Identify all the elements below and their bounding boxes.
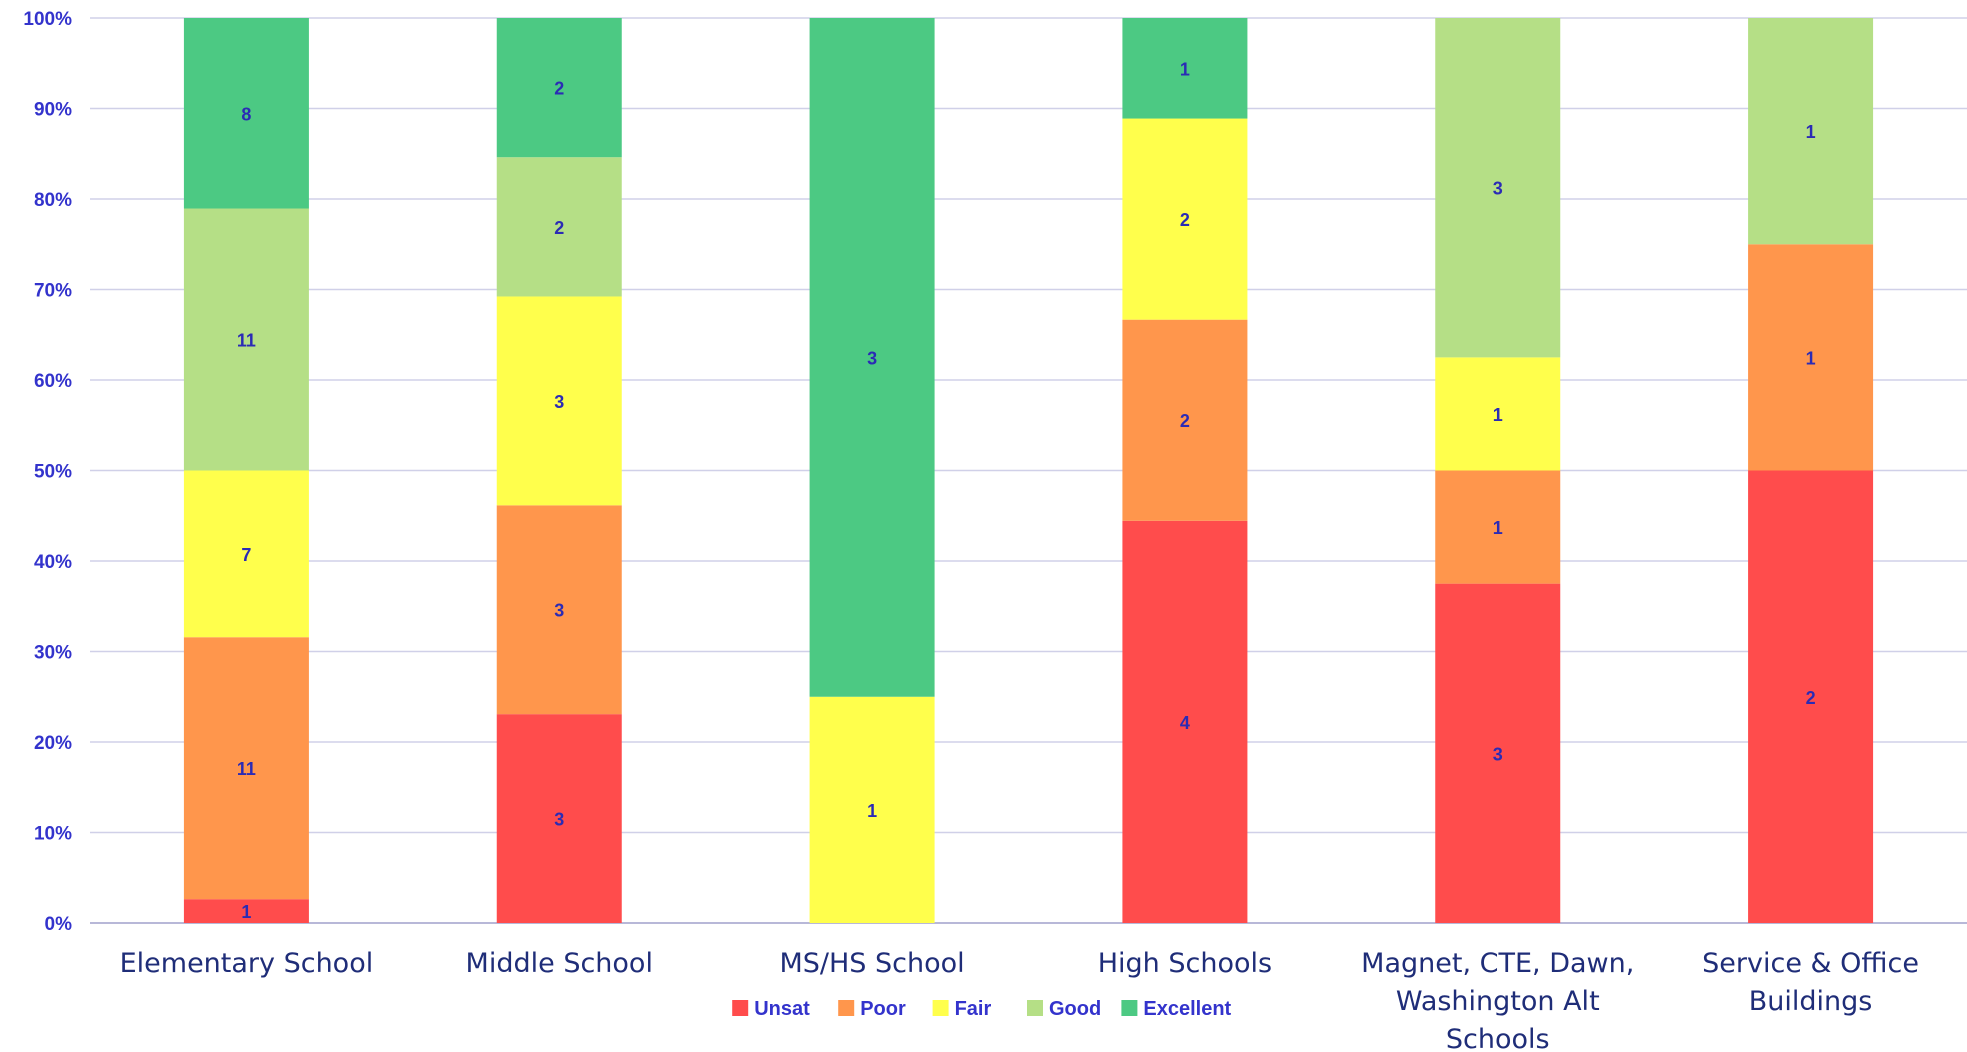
x-tick-label: Middle School bbox=[466, 948, 653, 979]
x-tick-label-line: MS/HS School bbox=[779, 948, 964, 979]
y-tick-label: 70% bbox=[34, 281, 72, 302]
data-label: 1 bbox=[1493, 405, 1503, 425]
x-tick-label-line: Service & Office bbox=[1702, 948, 1919, 979]
bar-segment bbox=[496, 296, 622, 506]
legend-swatch bbox=[932, 1000, 949, 1016]
bar-segment bbox=[1122, 520, 1248, 923]
bar-segment bbox=[1435, 18, 1561, 358]
data-label: 3 bbox=[1493, 179, 1503, 199]
x-tick-label: High Schools bbox=[1098, 948, 1272, 979]
x-tick-label-line: Schools bbox=[1446, 1024, 1550, 1052]
bar-segment bbox=[496, 18, 622, 158]
data-label: 1 bbox=[1493, 518, 1503, 538]
legend-label: Good bbox=[1049, 998, 1101, 1020]
x-tick-label: Magnet, CTE, Dawn, Washington Alt Schools bbox=[1361, 948, 1634, 1052]
y-tick-label: 80% bbox=[34, 190, 72, 211]
x-tick-label: MS/HS School bbox=[779, 948, 964, 979]
y-tick-label: 90% bbox=[34, 100, 72, 121]
x-tick-label-line: Washington Alt bbox=[1396, 986, 1600, 1017]
data-label: 8 bbox=[241, 104, 251, 124]
bar-segment bbox=[496, 157, 622, 297]
y-tick-label: 60% bbox=[34, 371, 72, 392]
data-label: 2 bbox=[1806, 688, 1816, 708]
legend-swatch bbox=[838, 1000, 855, 1016]
x-axis: Elementary School Middle School MS/HS Scho… bbox=[120, 948, 1919, 1052]
x-tick-label-line: Middle School bbox=[466, 948, 653, 979]
data-label: 1 bbox=[1180, 59, 1190, 79]
bar-segment bbox=[183, 470, 309, 638]
x-tick-label-line: Buildings bbox=[1749, 986, 1873, 1017]
legend-label: Poor bbox=[860, 998, 906, 1020]
x-tick-label: Service & Office Buildings bbox=[1702, 948, 1919, 1017]
data-label: 3 bbox=[1493, 744, 1503, 764]
bar-segment bbox=[1748, 18, 1874, 245]
data-label: 2 bbox=[554, 79, 564, 99]
bar-segment bbox=[183, 208, 309, 471]
y-tick-label: 30% bbox=[34, 643, 72, 664]
y-tick-label: 10% bbox=[34, 824, 72, 845]
bar-segment bbox=[1748, 244, 1874, 471]
data-label: 2 bbox=[554, 218, 564, 238]
legend-label: Excellent bbox=[1143, 998, 1231, 1020]
y-tick-label: 40% bbox=[34, 552, 72, 573]
x-tick-label-line: Magnet, CTE, Dawn, bbox=[1361, 948, 1634, 979]
bar-segment bbox=[496, 505, 622, 715]
x-tick-label: Elementary School bbox=[120, 948, 374, 979]
data-label: 11 bbox=[237, 759, 256, 779]
data-label: 3 bbox=[554, 392, 564, 412]
bar-segment bbox=[1122, 319, 1248, 521]
bar-segment bbox=[1435, 470, 1561, 584]
bar-segment bbox=[809, 18, 935, 697]
legend-label: Fair bbox=[955, 998, 992, 1020]
bar-segment bbox=[496, 714, 622, 923]
data-label: 4 bbox=[1180, 713, 1190, 733]
data-label: 3 bbox=[554, 810, 564, 830]
bar-segment bbox=[183, 899, 309, 923]
legend-label: Unsat bbox=[754, 998, 810, 1020]
data-label: 2 bbox=[1180, 210, 1190, 230]
bar-segment bbox=[809, 696, 935, 923]
bar-segment bbox=[1435, 583, 1561, 923]
data-label: 11 bbox=[237, 331, 256, 351]
x-tick-label-line: High Schools bbox=[1098, 948, 1272, 979]
data-label: 7 bbox=[241, 545, 251, 565]
y-tick-label: 0% bbox=[45, 914, 73, 935]
data-label: 3 bbox=[867, 348, 877, 368]
data-label: 1 bbox=[1806, 122, 1816, 142]
data-label: 1 bbox=[1806, 348, 1816, 368]
legend-swatch bbox=[1121, 1000, 1138, 1016]
gridlines bbox=[90, 17, 1967, 924]
y-axis: 0% 10% 20% 30% 40% 50% 60% 70% 80% 90% 100% bbox=[23, 9, 72, 935]
y-tick-label: 50% bbox=[34, 462, 72, 483]
legend: Unsat Poor Fair Good Excellent bbox=[732, 998, 1232, 1020]
bar-segment bbox=[183, 637, 309, 900]
legend-swatch bbox=[1027, 1000, 1043, 1016]
data-label: 2 bbox=[1180, 411, 1190, 431]
bars bbox=[183, 18, 1874, 923]
bar-segment bbox=[1748, 470, 1874, 923]
legend-swatch bbox=[732, 1000, 749, 1016]
y-tick-label: 20% bbox=[34, 733, 72, 754]
bar-segment bbox=[183, 18, 309, 209]
bar-segment bbox=[1122, 18, 1248, 119]
data-label: 1 bbox=[241, 902, 251, 922]
y-tick-label: 100% bbox=[23, 9, 72, 30]
data-label: 1 bbox=[867, 801, 877, 821]
x-tick-label-line: Elementary School bbox=[120, 948, 374, 979]
bar-segment bbox=[1435, 357, 1561, 471]
data-label: 3 bbox=[554, 601, 564, 621]
bar-segment bbox=[1122, 118, 1248, 320]
